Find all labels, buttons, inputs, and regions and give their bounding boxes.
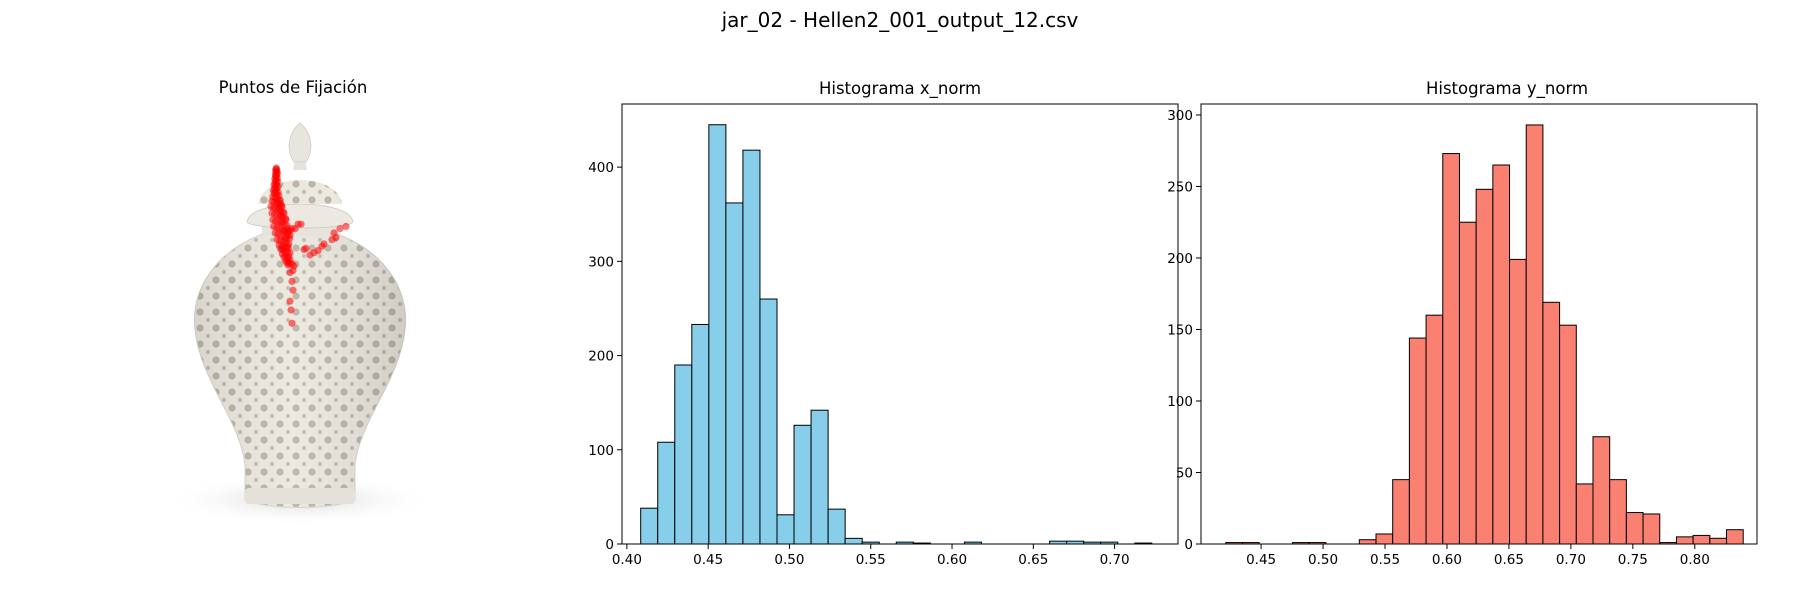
histogram-bar bbox=[640, 507, 659, 545]
jar-image bbox=[160, 122, 440, 526]
histogram-bar bbox=[1458, 221, 1477, 545]
x-tick-label: 0.60 bbox=[937, 552, 967, 568]
y-tick-label: 400 bbox=[588, 160, 614, 176]
histogram-bar bbox=[793, 424, 812, 545]
histogram-x-bars bbox=[640, 124, 1153, 545]
histogram-y-title: Histograma y_norm bbox=[1426, 79, 1588, 99]
y-tick-label: 200 bbox=[1167, 251, 1193, 267]
x-tick-label: 0.65 bbox=[1018, 552, 1048, 568]
histogram-bar bbox=[1408, 337, 1427, 545]
fixation-point bbox=[275, 205, 283, 213]
histogram-bar bbox=[1575, 483, 1594, 545]
y-tick-label: 100 bbox=[1167, 394, 1193, 410]
histogram-bar bbox=[1625, 512, 1644, 545]
x-tick-label: 0.55 bbox=[856, 552, 886, 568]
fixation-point bbox=[288, 277, 296, 285]
histogram-y-frame bbox=[1200, 103, 1758, 545]
fixation-point bbox=[287, 306, 295, 314]
y-tick-label: 200 bbox=[588, 349, 614, 365]
jar-body-shading bbox=[194, 232, 406, 508]
fixation-point bbox=[320, 240, 328, 248]
jar-foot bbox=[245, 488, 355, 504]
fixation-point bbox=[286, 297, 294, 305]
histogram-bar bbox=[844, 537, 863, 545]
histogram-bar bbox=[742, 149, 761, 545]
x-tick-label: 0.45 bbox=[1246, 552, 1276, 568]
histogram-bar bbox=[827, 508, 846, 545]
histogram-bar bbox=[1425, 314, 1444, 545]
histogram-bar bbox=[1609, 479, 1627, 545]
histogram-bar bbox=[657, 441, 676, 545]
histogram-bar bbox=[1692, 534, 1711, 545]
y-tick-label: 0 bbox=[1184, 537, 1193, 553]
histogram-x-frame bbox=[621, 103, 1179, 545]
x-tick-label: 0.65 bbox=[1494, 552, 1524, 568]
fixation-points bbox=[267, 164, 350, 327]
x-tick-label: 0.40 bbox=[612, 552, 642, 568]
fixation-point bbox=[289, 286, 297, 294]
fixation-point bbox=[300, 245, 308, 254]
histogram-bar bbox=[691, 323, 710, 545]
fixation-point bbox=[288, 319, 296, 327]
histogram-bar bbox=[1726, 529, 1744, 545]
histogram-y-norm: Histograma y_norm 0.45 0.50 0.55 0.60 0.65 0.… bbox=[1167, 79, 1758, 568]
histogram-bar bbox=[810, 409, 829, 545]
histogram-bar bbox=[1525, 124, 1544, 545]
x-tick-label: 0.70 bbox=[1556, 552, 1586, 568]
histogram-bar bbox=[1442, 153, 1460, 545]
histogram-x-norm: Histograma x_norm 0.40 0.45 0.50 0.55 0.60 0.… bbox=[588, 79, 1179, 568]
histogram-bar bbox=[1709, 537, 1728, 545]
histogram-bar bbox=[1375, 533, 1394, 545]
x-tick-label: 0.45 bbox=[693, 552, 723, 568]
fixation-point bbox=[284, 230, 292, 238]
histogram-bar bbox=[1392, 479, 1410, 545]
fixation-point bbox=[281, 236, 289, 244]
histogram-x-ticks: 0.40 0.45 0.50 0.55 0.60 0.65 0.70 0 100 200 300 40… bbox=[588, 160, 1129, 568]
histogram-bar bbox=[1559, 324, 1577, 545]
histogram-bar bbox=[725, 202, 744, 545]
fixation-point bbox=[297, 220, 305, 228]
histogram-bar bbox=[776, 514, 795, 545]
histogram-bar bbox=[1475, 188, 1494, 545]
figure-suptitle: jar_02 - Hellen2_001_output_12.csv bbox=[721, 8, 1079, 32]
x-tick-label: 0.70 bbox=[1100, 552, 1130, 568]
histogram-x-title: Histograma x_norm bbox=[819, 79, 981, 99]
image-panel-title: Puntos de Fijación bbox=[219, 78, 368, 97]
y-tick-label: 300 bbox=[588, 254, 614, 270]
y-tick-label: 0 bbox=[605, 537, 614, 553]
fixation-point bbox=[342, 222, 350, 230]
x-tick-label: 0.60 bbox=[1432, 552, 1462, 568]
histogram-bar bbox=[708, 124, 727, 545]
histogram-y-ticks: 0.45 0.50 0.55 0.60 0.65 0.70 0.75 0.80 0 50 100 15… bbox=[1167, 108, 1710, 568]
fixation-point bbox=[279, 244, 287, 252]
y-tick-label: 50 bbox=[1176, 465, 1193, 481]
histogram-y-bars bbox=[1225, 124, 1744, 545]
x-tick-label: 0.80 bbox=[1680, 552, 1710, 568]
histogram-bar bbox=[1358, 539, 1377, 545]
fixation-point bbox=[278, 218, 286, 226]
histogram-bar bbox=[1592, 436, 1611, 545]
fixation-image-panel: Puntos de Fijación bbox=[160, 78, 440, 526]
y-tick-label: 300 bbox=[1167, 108, 1193, 124]
histogram-bar bbox=[1492, 164, 1511, 545]
jar-finial bbox=[288, 122, 312, 163]
fixation-point bbox=[277, 211, 285, 219]
x-tick-label: 0.55 bbox=[1370, 552, 1400, 568]
histogram-bar bbox=[674, 364, 693, 545]
y-tick-label: 150 bbox=[1167, 322, 1193, 338]
histogram-bar bbox=[1642, 513, 1661, 545]
x-tick-label: 0.75 bbox=[1618, 552, 1648, 568]
x-tick-label: 0.50 bbox=[774, 552, 804, 568]
histogram-bar bbox=[1509, 258, 1527, 545]
fixation-point bbox=[286, 269, 294, 277]
x-tick-label: 0.50 bbox=[1308, 552, 1338, 568]
fixation-point bbox=[330, 229, 338, 237]
histogram-bar bbox=[1675, 536, 1694, 545]
y-tick-label: 100 bbox=[588, 443, 614, 459]
histogram-bar bbox=[1542, 301, 1561, 545]
y-tick-label: 250 bbox=[1167, 179, 1193, 195]
fixation-point bbox=[336, 225, 344, 233]
histogram-bar bbox=[759, 298, 778, 545]
